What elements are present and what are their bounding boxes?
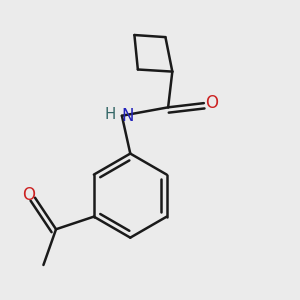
- Text: N: N: [121, 107, 134, 125]
- Text: O: O: [205, 94, 218, 112]
- Text: H: H: [105, 107, 116, 122]
- Text: O: O: [22, 186, 35, 204]
